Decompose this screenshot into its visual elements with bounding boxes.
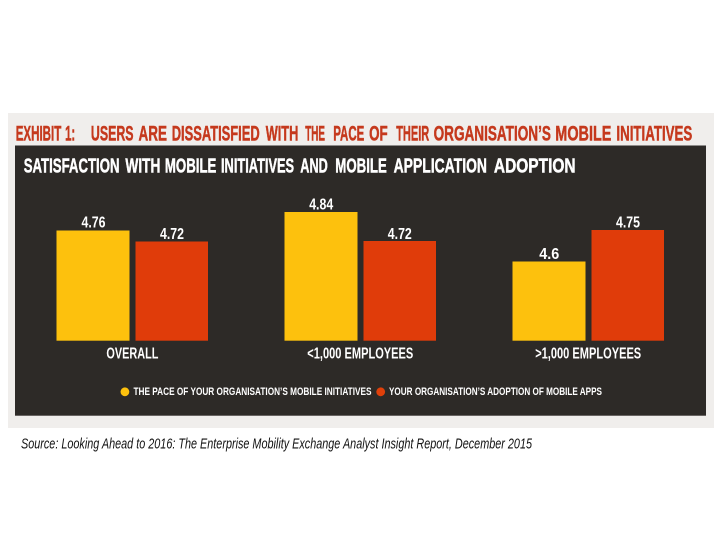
svg-text:SATISFACTION: SATISFACTION	[24, 155, 120, 177]
svg-text:YOUR ORGANISATION’S ADOPTION O: YOUR ORGANISATION’S ADOPTION OF MOBILE A…	[389, 386, 602, 398]
svg-text:MOBILE: MOBILE	[335, 155, 387, 177]
svg-text:WITH: WITH	[266, 122, 299, 146]
svg-text:PACE: PACE	[333, 122, 364, 146]
svg-text:4.84: 4.84	[309, 197, 333, 214]
svg-text:USERS: USERS	[91, 122, 134, 146]
svg-text:ADOPTION: ADOPTION	[494, 155, 576, 177]
svg-text:THE PACE OF YOUR ORGANISATION’: THE PACE OF YOUR ORGANISATION’S MOBILE I…	[134, 386, 372, 398]
svg-text:4.75: 4.75	[616, 215, 640, 232]
svg-text:MOBILE: MOBILE	[555, 122, 611, 146]
svg-text:WITH: WITH	[125, 155, 160, 177]
svg-text:4.6: 4.6	[539, 246, 559, 263]
svg-text:OF: OF	[369, 122, 388, 146]
svg-text:MOBILE: MOBILE	[165, 155, 217, 177]
svg-text:APPLICATION: APPLICATION	[394, 155, 487, 177]
svg-text:OVERALL: OVERALL	[106, 345, 158, 362]
svg-text:THEIR: THEIR	[396, 122, 429, 146]
svg-text:<1,000 EMPLOYEES: <1,000 EMPLOYEES	[307, 345, 413, 362]
svg-text:DISSATISFIED: DISSATISFIED	[172, 122, 260, 146]
svg-text:4.72: 4.72	[388, 226, 412, 243]
svg-text:>1,000 EMPLOYEES: >1,000 EMPLOYEES	[535, 345, 641, 362]
svg-text:INITIATIVES: INITIATIVES	[616, 122, 692, 146]
svg-text:AND: AND	[300, 155, 328, 177]
svg-text:EXHIBIT: EXHIBIT	[16, 122, 62, 146]
svg-text:4.76: 4.76	[82, 214, 106, 231]
svg-text:INITIATIVES: INITIATIVES	[221, 155, 294, 177]
svg-text:ARE: ARE	[139, 122, 168, 146]
svg-text:ORGANISATION’S: ORGANISATION’S	[434, 122, 551, 146]
svg-text:Source: Looking Ahead to 2016:: Source: Looking Ahead to 2016: The Enter…	[21, 436, 533, 452]
svg-text:THE: THE	[305, 122, 325, 146]
svg-text:1:: 1:	[65, 122, 75, 146]
svg-text:4.72: 4.72	[160, 226, 184, 243]
